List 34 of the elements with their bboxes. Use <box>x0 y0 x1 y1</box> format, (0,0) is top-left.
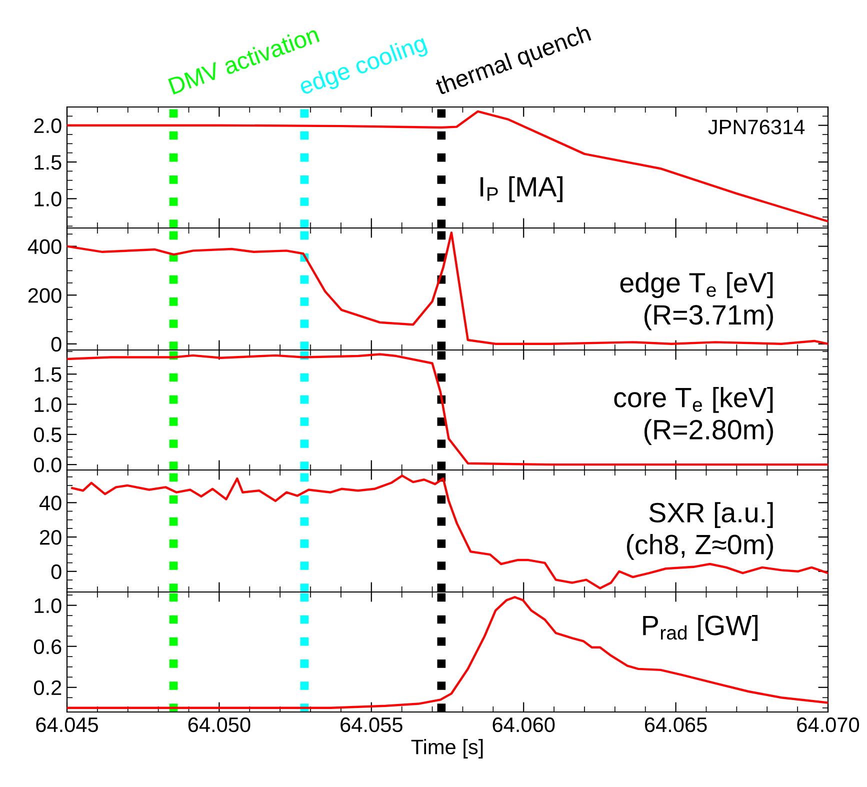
x-axis-title: Time [s] <box>411 739 483 758</box>
annotation: edge T$_{e}$ [eV] (R=3.71m) <box>620 272 774 330</box>
annotation: P$_{rad}$ [GW] <box>643 614 758 641</box>
line-series <box>71 474 828 590</box>
line-series <box>67 232 828 346</box>
line-series <box>67 110 828 223</box>
y-tick-label: 0.5 <box>34 427 62 442</box>
x-tick-label: 64.060 <box>492 717 555 732</box>
y-tick-label: 0.2 <box>34 680 62 696</box>
y-tick-label: 1.0 <box>34 397 62 412</box>
y-tick-label: 200 <box>28 288 62 303</box>
y-tick-label: 1.0 <box>34 192 62 206</box>
y-tick-label: 0.6 <box>34 639 62 654</box>
annotation: JPN76314 <box>708 120 805 134</box>
x-tick-label: 64.055 <box>340 717 402 732</box>
line-series <box>67 353 828 466</box>
y-tick-label: 2.0 <box>34 118 62 134</box>
y-tick-label: 1.5 <box>34 155 62 170</box>
x-tick-label: 64.045 <box>36 717 98 732</box>
x-tick-label: 64.065 <box>645 717 707 732</box>
y-tick-label: 400 <box>28 239 62 254</box>
line-series <box>67 596 828 710</box>
annotation: core T$_{e}$ [keV] (R=2.80m) <box>614 386 774 446</box>
y-tick-label: 1.0 <box>34 598 62 614</box>
annotation: SXR [a.u.] (ch8, Z≈0m) <box>626 502 774 560</box>
y-tick-label: 0.0 <box>34 458 62 472</box>
x-tick-label: 64.070 <box>797 717 860 732</box>
annotation: I$_{P}$ [MA] <box>480 176 562 202</box>
y-tick-label: 20 <box>40 530 62 545</box>
y-tick-label: 0 <box>51 564 62 580</box>
y-tick-label: 1.5 <box>34 367 62 382</box>
x-tick-label: 64.050 <box>188 717 250 732</box>
y-tick-label: 40 <box>39 496 62 510</box>
y-tick-label: 0 <box>51 336 62 352</box>
